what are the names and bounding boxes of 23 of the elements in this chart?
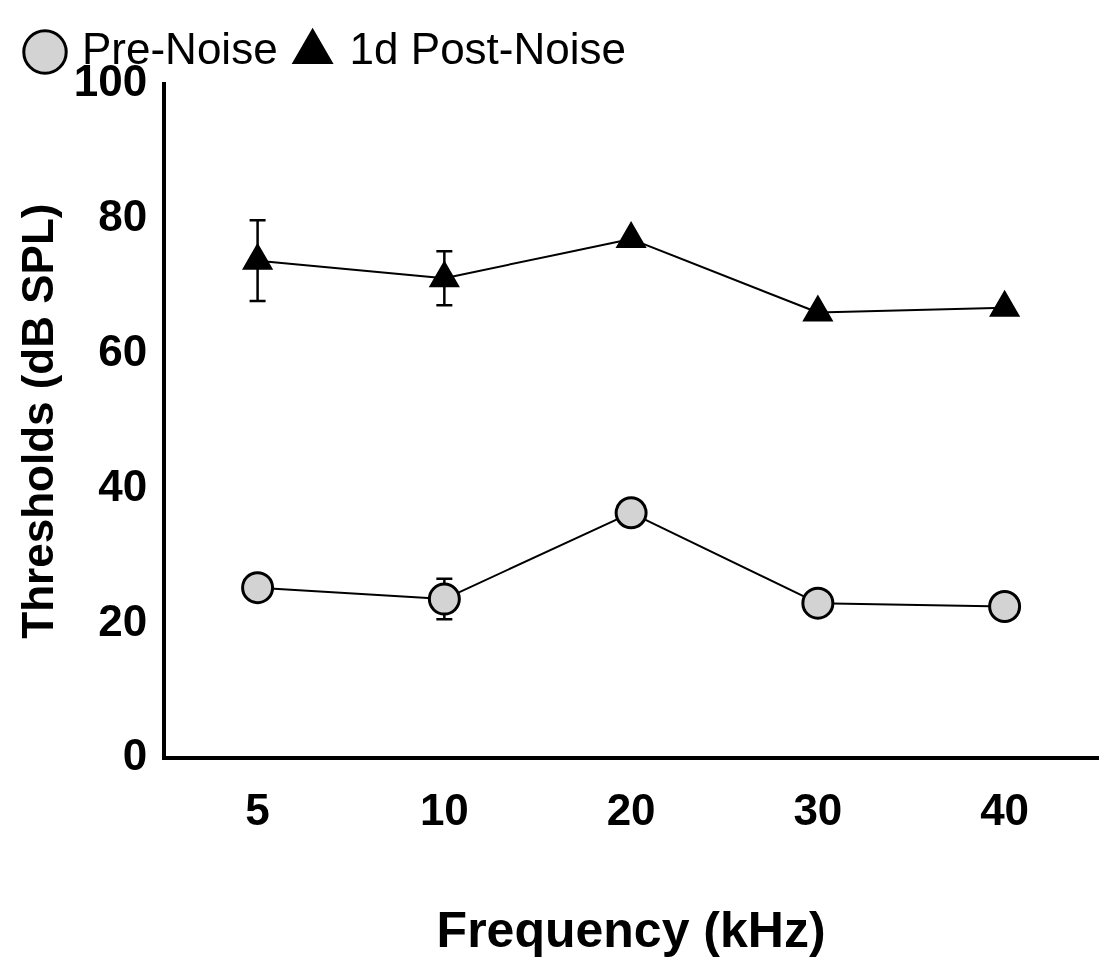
point [241, 571, 275, 605]
x-tick-label: 5 [245, 784, 270, 834]
x-tick-label: 30 [793, 784, 843, 834]
y-axis-title: Thresholds (dB SPL) [12, 203, 62, 639]
y-tick-label: 60 [98, 325, 148, 375]
point [243, 244, 273, 270]
y-tick-label: 40 [98, 460, 148, 510]
y-tick-label: 20 [98, 595, 148, 645]
x-tick-label: 40 [980, 784, 1030, 834]
point [614, 496, 648, 530]
point [616, 222, 646, 249]
x-tick-label: 10 [419, 784, 469, 834]
legend-label: 1d Post-Noise [349, 24, 626, 74]
point [429, 261, 459, 288]
y-tick-label: 0 [122, 730, 148, 780]
x-axis-title: Frequency (kHz) [436, 901, 826, 958]
point [803, 296, 833, 322]
point [988, 590, 1022, 624]
x-tick-label: 20 [606, 784, 656, 834]
y-tick-label: 80 [98, 190, 148, 240]
point [990, 291, 1020, 317]
point [801, 586, 835, 620]
point [427, 582, 461, 616]
